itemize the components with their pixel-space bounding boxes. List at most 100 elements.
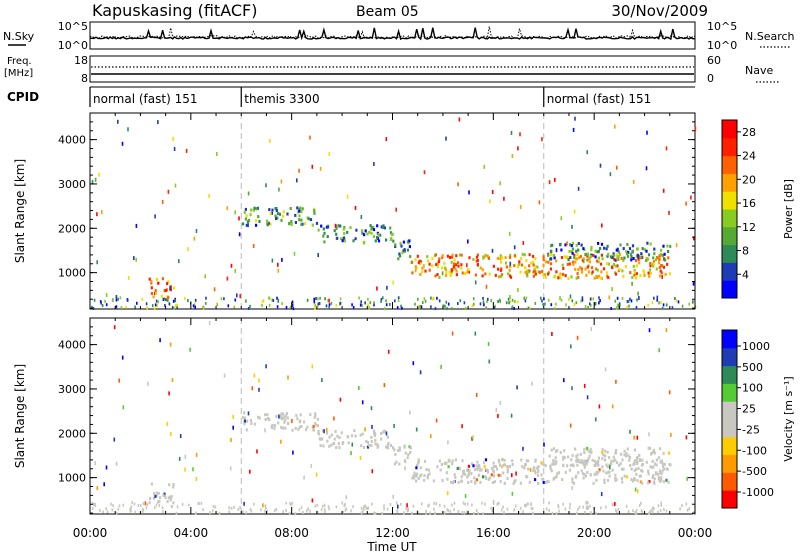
scatter-cell (609, 172, 612, 177)
scatter-cell (632, 509, 634, 513)
scatter-cell (615, 510, 618, 514)
scatter-cell (596, 268, 599, 272)
scatter-cell (485, 284, 488, 289)
scatter-cell (280, 413, 283, 417)
scatter-cell (434, 511, 436, 515)
scatter-cell (474, 331, 477, 336)
scatter-cell (630, 258, 633, 262)
scatter-cell (614, 124, 616, 129)
colorbar-tick-label: 24 (742, 150, 756, 163)
scatter-cell (428, 503, 430, 507)
scatter-cell (530, 261, 533, 265)
scatter-cell (534, 265, 537, 269)
scatter-cell (536, 265, 539, 269)
scatter-cell (476, 259, 479, 262)
colorbar-segment (722, 155, 737, 174)
scatter-cell (595, 511, 597, 515)
scatter-cell (430, 305, 432, 309)
scatter-cell (524, 504, 527, 508)
scatter-cell (435, 502, 438, 506)
scatter-cell (604, 367, 607, 372)
scatter-cell (227, 304, 230, 308)
scatter-cell (385, 303, 388, 307)
scatter-cell (612, 262, 615, 266)
scatter-cell (520, 458, 523, 462)
scatter-cell (364, 301, 366, 305)
scatter-cell (608, 456, 611, 460)
scatter-cell (195, 229, 198, 233)
scatter-cell (397, 504, 399, 509)
scatter-cell (641, 458, 644, 462)
scatter-cell (228, 506, 230, 510)
scatter-cell (250, 422, 253, 425)
scatter-cell (276, 305, 279, 309)
scatter-cell (117, 507, 120, 511)
colorbar-tick-label: 20 (742, 173, 756, 186)
scatter-cell (685, 502, 688, 506)
scatter-cell (326, 235, 329, 239)
scatter-cell (245, 419, 248, 423)
scatter-cell (426, 476, 429, 480)
scatter-cell (550, 257, 553, 261)
power-scatter (91, 113, 697, 311)
scatter-cell (179, 434, 182, 439)
scatter-cell (584, 474, 587, 478)
scatter-cell (455, 273, 458, 277)
scatter-cell (269, 138, 271, 143)
scatter-cell (638, 296, 640, 300)
scatter-cell (658, 274, 662, 278)
scatter-cell (516, 265, 520, 269)
scatter-cell (509, 261, 512, 266)
scatter-cell (148, 277, 151, 281)
scatter-cell (525, 259, 528, 262)
scatter-cell (328, 444, 331, 448)
scatter-cell (312, 425, 315, 428)
scatter-cell (450, 272, 453, 276)
scatter-cell (111, 508, 114, 512)
scatter-cell (486, 300, 488, 303)
scatter-cell (437, 265, 440, 269)
scatter-cell (572, 481, 576, 485)
scatter-cell (271, 208, 274, 212)
scatter-cell (317, 228, 320, 232)
scatter-cell (241, 415, 245, 419)
scatter-cell (570, 458, 573, 462)
scatter-cell (571, 477, 574, 481)
scatter-cell (597, 456, 600, 460)
scatter-cell (501, 508, 503, 512)
scatter-cell (532, 263, 535, 267)
scatter-cell (652, 475, 655, 479)
scatter-cell (392, 494, 394, 499)
scatter-cell (167, 280, 170, 284)
scatter-cell (187, 247, 189, 252)
scatter-cell (93, 503, 95, 506)
scatter-cell (444, 266, 447, 270)
scatter-cell (607, 252, 610, 256)
scatter-cell (115, 295, 118, 299)
scatter-cell (408, 445, 411, 449)
scatter-cell (223, 373, 226, 378)
scatter-cell (471, 462, 474, 466)
scatter-cell (566, 262, 569, 266)
scatter-cell (491, 467, 494, 471)
scatter-cell (633, 459, 636, 463)
scatter-cell (161, 506, 164, 510)
scatter-cell (606, 478, 610, 482)
scatter-cell (339, 301, 342, 305)
scatter-cell (519, 132, 521, 137)
scatter-cell (571, 251, 574, 255)
scatter-cell (298, 207, 301, 211)
freq-left-label: Freq. (7, 56, 32, 67)
colorbar-tick-label: 100 (742, 382, 763, 395)
scatter-cell (663, 252, 666, 256)
scatter-cell (342, 227, 345, 231)
scatter-cell (527, 459, 530, 463)
scatter-cell (629, 252, 633, 256)
scatter-cell (374, 438, 377, 442)
scatter-cell (652, 450, 655, 454)
scatter-cell (493, 306, 496, 310)
scatter-cell (585, 273, 588, 277)
scatter-cell (247, 411, 250, 416)
